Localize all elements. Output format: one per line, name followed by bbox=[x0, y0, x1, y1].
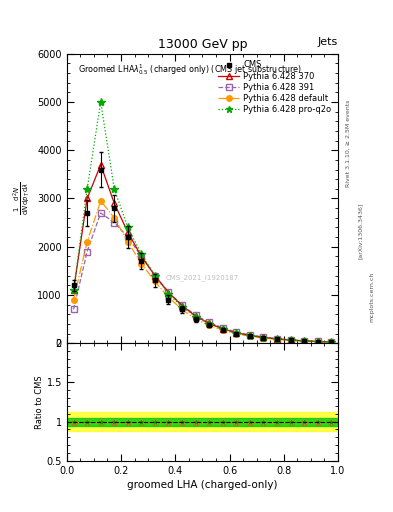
Bar bbox=[67, 418, 338, 425]
Y-axis label: Ratio to CMS: Ratio to CMS bbox=[35, 375, 44, 429]
Title: 13000 GeV pp: 13000 GeV pp bbox=[158, 38, 247, 51]
Legend: CMS, Pythia 6.428 370, Pythia 6.428 391, Pythia 6.428 default, Pythia 6.428 pro-: CMS, Pythia 6.428 370, Pythia 6.428 391,… bbox=[216, 58, 334, 116]
Y-axis label: $\frac{1}{\mathrm{d}N}\frac{\mathrm{d}^{2}N}{\mathrm{d}p_{T}\,\mathrm{d}\lambda}: $\frac{1}{\mathrm{d}N}\frac{\mathrm{d}^{… bbox=[11, 182, 32, 216]
X-axis label: groomed LHA (charged-only): groomed LHA (charged-only) bbox=[127, 480, 277, 490]
Bar bbox=[67, 412, 338, 431]
Text: Groomed LHA$\lambda^{1}_{0.5}$ (charged only) (CMS jet substructure): Groomed LHA$\lambda^{1}_{0.5}$ (charged … bbox=[78, 62, 302, 77]
Text: CMS_2021_I1920187: CMS_2021_I1920187 bbox=[166, 274, 239, 281]
Text: Jets: Jets bbox=[318, 36, 338, 47]
Text: Rivet 3.1.10, ≥ 2.5M events: Rivet 3.1.10, ≥ 2.5M events bbox=[346, 100, 351, 187]
Text: [arXiv:1306.3436]: [arXiv:1306.3436] bbox=[358, 202, 363, 259]
Text: mcplots.cern.ch: mcplots.cern.ch bbox=[369, 272, 375, 322]
